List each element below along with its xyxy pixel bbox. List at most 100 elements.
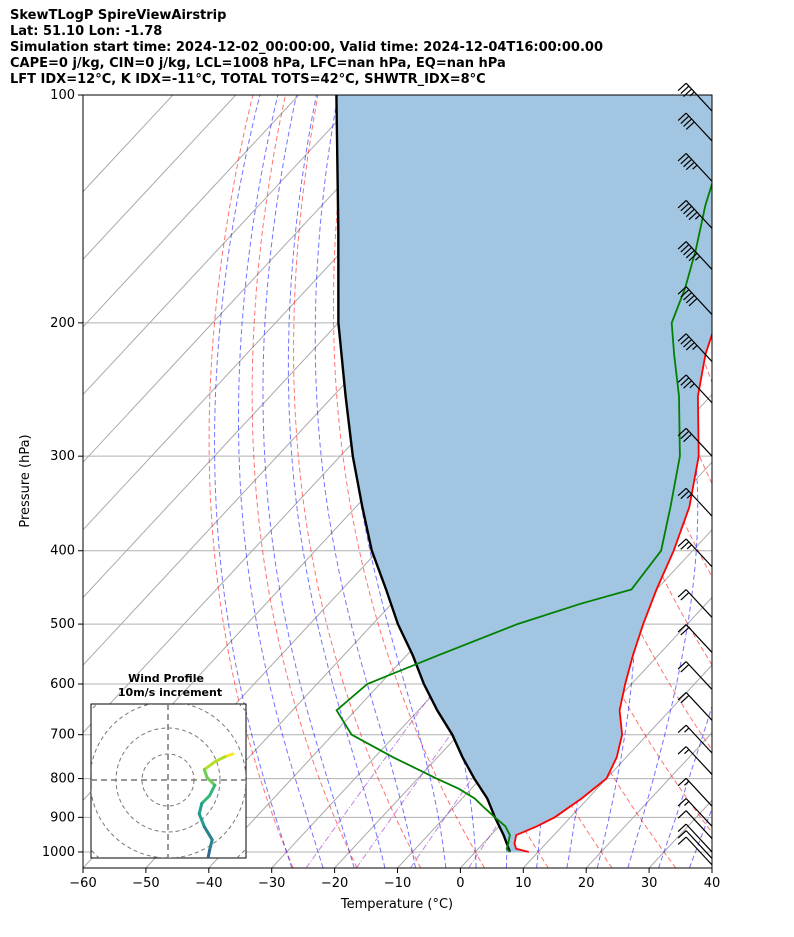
hodograph-segment bbox=[208, 783, 217, 798]
dry-adiabat bbox=[708, 95, 712, 119]
x-tick-label: −40 bbox=[195, 876, 222, 891]
chart-title: SkewTLogP SpireViewAirstrip bbox=[10, 8, 227, 23]
x-axis-label: Temperature (°C) bbox=[340, 897, 453, 912]
hodograph-segment bbox=[171, 871, 176, 879]
dry-adiabat bbox=[774, 95, 794, 868]
wind-barb bbox=[677, 427, 713, 457]
wind-barb bbox=[677, 624, 713, 653]
wind-barb bbox=[677, 333, 713, 362]
wind-barb bbox=[677, 830, 713, 859]
wind-barb bbox=[677, 746, 713, 775]
hodograph-segment bbox=[171, 879, 174, 884]
y-axis-label: Pressure (hPa) bbox=[18, 434, 33, 527]
hodograph-segment bbox=[202, 760, 217, 772]
moist-adiabat bbox=[627, 95, 699, 868]
x-tick-label: 0 bbox=[456, 876, 464, 891]
x-tick-label: 40 bbox=[704, 876, 721, 891]
wind-barb bbox=[677, 777, 713, 807]
y-tick-label: 600 bbox=[50, 677, 75, 692]
x-tick-label: −50 bbox=[132, 876, 159, 891]
wind-barb bbox=[677, 810, 713, 839]
moist-adiabat bbox=[214, 95, 293, 868]
wind-barb bbox=[677, 836, 713, 866]
moist-adiabat bbox=[688, 807, 712, 868]
isotherm-line bbox=[83, 95, 237, 261]
wind-barb bbox=[677, 538, 713, 568]
wind-barb bbox=[677, 661, 713, 690]
indices-line-2: LFT IDX=12°C, K IDX=-11°C, TOTAL TOTS=42… bbox=[10, 72, 486, 87]
moist-adiabat bbox=[314, 95, 416, 868]
cin-cape-shading bbox=[336, 95, 712, 852]
temperature-line bbox=[513, 331, 712, 853]
wind-barb bbox=[677, 112, 713, 142]
dry-adiabat bbox=[293, 95, 422, 868]
parcel-profile-line bbox=[335, 95, 512, 853]
isotherm-line bbox=[585, 731, 712, 868]
y-tick-label: 500 bbox=[50, 617, 75, 632]
location-line: Lat: 51.10 Lon: -1.78 bbox=[10, 24, 163, 39]
wind-barb bbox=[677, 798, 713, 827]
wind-barb bbox=[677, 152, 713, 182]
hodograph-segment bbox=[205, 775, 217, 787]
hodograph-subtitle: 10m/s increment bbox=[118, 686, 222, 699]
dewpoint-line bbox=[335, 180, 712, 853]
hodograph-segment bbox=[213, 755, 227, 764]
hodograph-inset: Wind Profile 10m/s increment bbox=[90, 672, 247, 884]
mixing-ratio-line bbox=[305, 683, 440, 868]
hodograph-title: Wind Profile bbox=[128, 672, 204, 685]
x-tick-label: −30 bbox=[258, 876, 285, 891]
hodograph-segment bbox=[202, 825, 214, 842]
x-tick-label: −20 bbox=[321, 876, 348, 891]
wind-barb bbox=[677, 487, 713, 517]
hodograph-segment bbox=[158, 871, 163, 874]
hodograph-segment bbox=[208, 838, 214, 852]
hodograph-segment bbox=[176, 868, 189, 871]
time-line: Simulation start time: 2024-12-02_00:00:… bbox=[10, 40, 603, 55]
dry-adiabat bbox=[251, 95, 358, 868]
hodograph-segment bbox=[200, 794, 212, 805]
isotherm-line bbox=[83, 95, 362, 396]
isotherm-line bbox=[711, 867, 712, 868]
profile-curves bbox=[335, 95, 712, 853]
wind-barb bbox=[677, 241, 713, 270]
dry-adiabat bbox=[332, 95, 485, 868]
y-tick-label: 200 bbox=[50, 316, 75, 331]
x-tick-label: 10 bbox=[515, 876, 532, 891]
wind-barb bbox=[677, 724, 713, 754]
y-tick-label: 300 bbox=[50, 449, 75, 464]
hodograph-segment bbox=[163, 874, 168, 879]
x-tick-label: 20 bbox=[578, 876, 595, 891]
y-tick-label: 700 bbox=[50, 728, 75, 743]
y-tick-label: 400 bbox=[50, 544, 75, 559]
wind-barb bbox=[677, 692, 713, 721]
chart-header: SkewTLogP SpireViewAirstrip Lat: 51.10 L… bbox=[10, 8, 603, 88]
isotherm-line bbox=[83, 95, 425, 463]
dry-adiabat bbox=[741, 95, 794, 868]
isotherm-line bbox=[83, 95, 300, 328]
y-tick-label: 100 bbox=[50, 88, 75, 103]
wind-barb bbox=[677, 374, 713, 404]
wind-barb bbox=[677, 823, 713, 853]
indices-line-1: CAPE=0 j/kg, CIN=0 j/kg, LCL=1008 hPa, L… bbox=[10, 56, 506, 71]
axis-ticks: −60 −50 −40 −30 −20 −10 0 10 20 30 40 100 200 300 400 5… bbox=[42, 88, 720, 891]
wind-barb bbox=[677, 589, 713, 618]
hodograph-segment bbox=[168, 879, 173, 884]
y-tick-label: 900 bbox=[50, 810, 75, 825]
moist-adiabat bbox=[238, 95, 324, 868]
x-tick-label: 30 bbox=[641, 876, 658, 891]
hodograph-segment bbox=[197, 801, 204, 816]
isotherm-line bbox=[522, 664, 712, 868]
y-tick-label: 800 bbox=[50, 772, 75, 787]
moist-adiabat bbox=[287, 95, 386, 868]
hodograph-segment bbox=[197, 812, 206, 829]
wind-barbs bbox=[677, 82, 713, 866]
moist-adiabat bbox=[658, 704, 712, 868]
x-tick-label: −10 bbox=[384, 876, 411, 891]
wind-barb bbox=[677, 286, 713, 315]
y-tick-label: 1000 bbox=[42, 845, 75, 860]
wind-barb bbox=[677, 200, 713, 229]
hodograph-segment bbox=[206, 848, 212, 858]
dry-adiabat bbox=[208, 95, 294, 868]
moist-adiabat bbox=[720, 95, 794, 868]
